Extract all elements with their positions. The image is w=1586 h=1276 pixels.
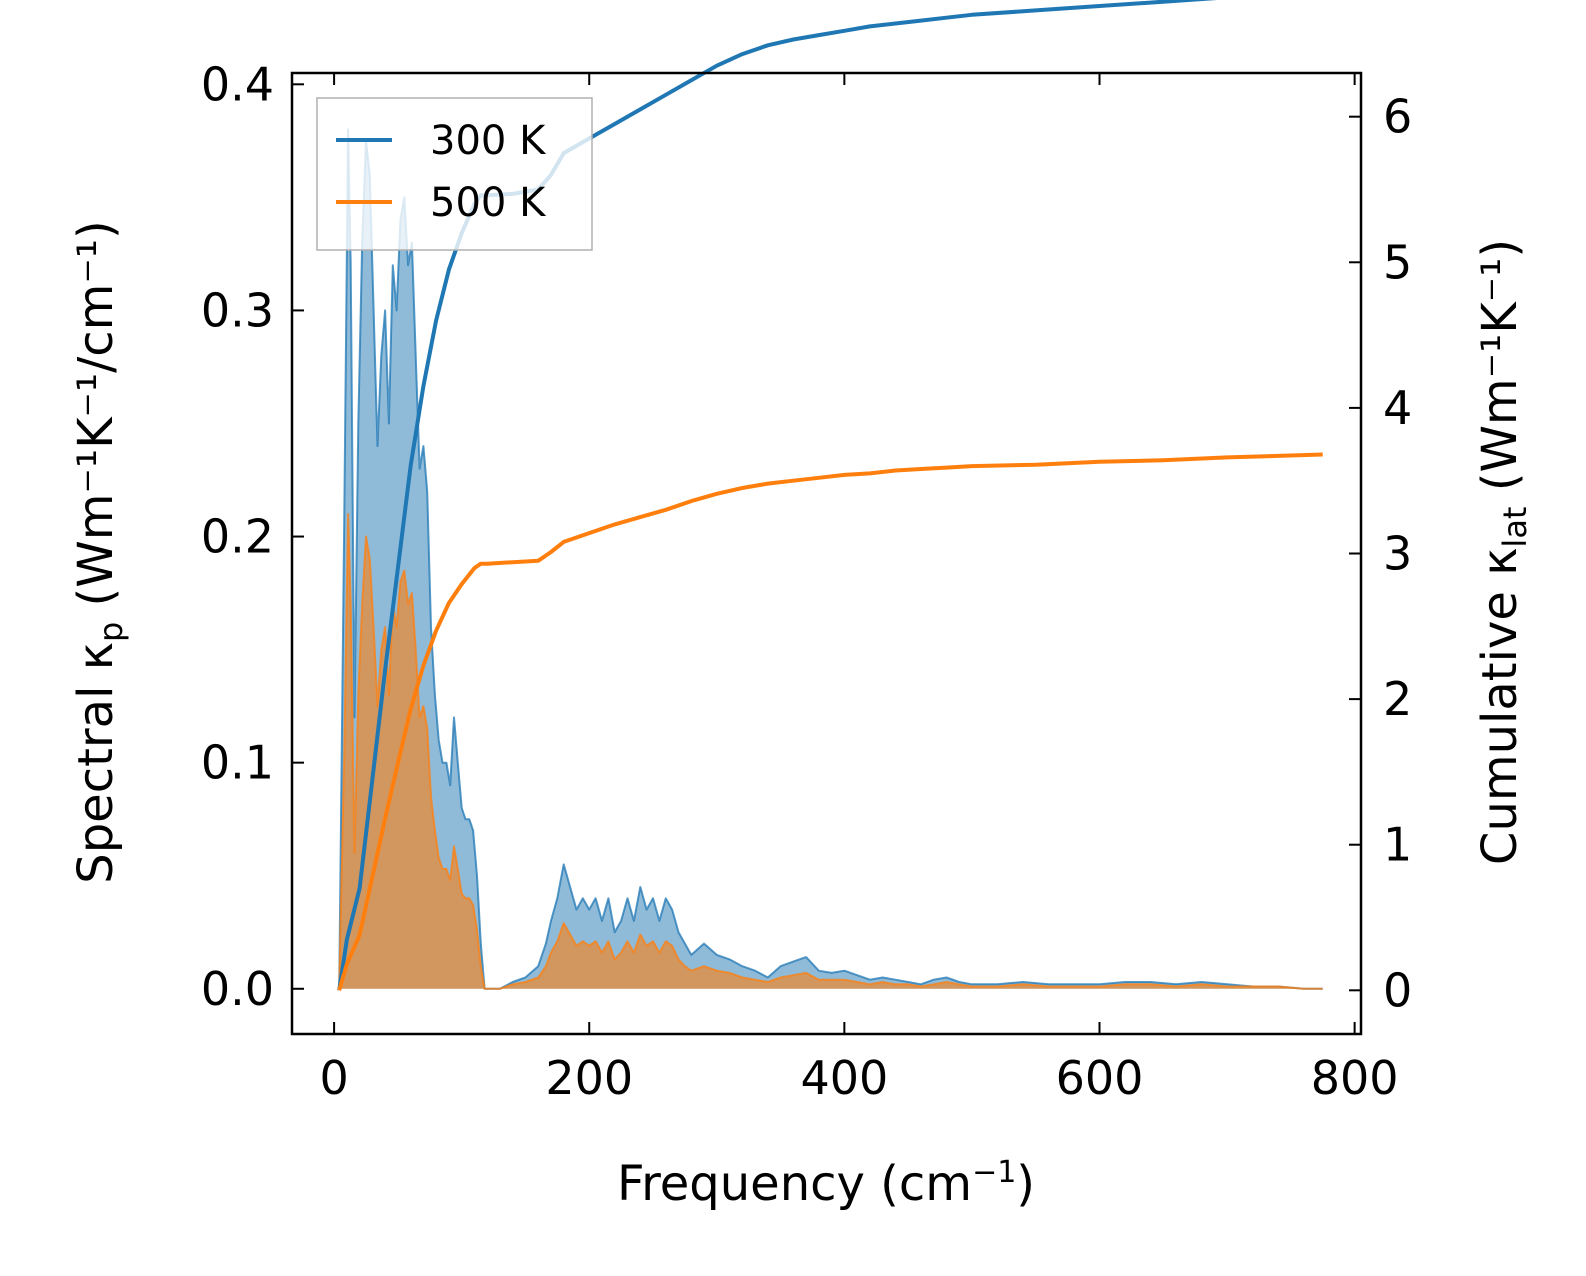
x-tick-label: 0 [319, 1051, 348, 1105]
legend: 300 K 500 K [316, 97, 593, 251]
legend-label-300k: 300 K [430, 118, 547, 164]
right-tick-label: 3 [1383, 527, 1412, 581]
right-tick-label: 4 [1383, 381, 1412, 435]
x-tick-label: 600 [1056, 1051, 1144, 1105]
left-tick-label: 0.0 [201, 962, 274, 1016]
plot-frame [290, 71, 1363, 1036]
left-tick-label: 0.3 [201, 283, 274, 337]
right-tick-label: 0 [1383, 963, 1412, 1017]
x-axis-title: Frequency (cm−1) [617, 1155, 1035, 1212]
left-tick-label: 0.1 [201, 736, 274, 790]
legend-label-500k: 500 K [430, 180, 547, 226]
spectral-area-500k [339, 513, 1323, 989]
right-tick-label: 2 [1383, 672, 1412, 726]
cumulative-line-500k [337, 452, 1323, 991]
cumulative-line-300k [337, 0, 1218, 991]
right-axis-title: Cumulative κlat (Wm⁻¹K⁻¹) [1472, 239, 1534, 865]
x-axis-ticks: 0 200 400 600 800 [319, 73, 1399, 1105]
x-tick-label: 400 [800, 1051, 888, 1105]
left-axis-ticks: 0.0 0.1 0.2 0.3 0.4 [201, 57, 304, 1016]
right-tick-label: 5 [1383, 235, 1412, 289]
x-tick-label: 800 [1311, 1051, 1399, 1105]
left-tick-label: 0.2 [201, 510, 274, 564]
right-tick-label: 6 [1383, 90, 1412, 144]
left-tick-label: 0.4 [201, 57, 274, 111]
plot-area [337, 0, 1323, 991]
x-tick-label: 200 [545, 1051, 633, 1105]
right-tick-label: 1 [1383, 818, 1412, 872]
right-axis-ticks: 0 1 2 3 4 5 6 [1349, 90, 1412, 1017]
spectral-line-500k [338, 512, 1323, 990]
legend-box [316, 97, 593, 251]
left-axis-title: Spectral κp (Wm⁻¹K⁻¹/cm⁻¹) [68, 220, 130, 884]
